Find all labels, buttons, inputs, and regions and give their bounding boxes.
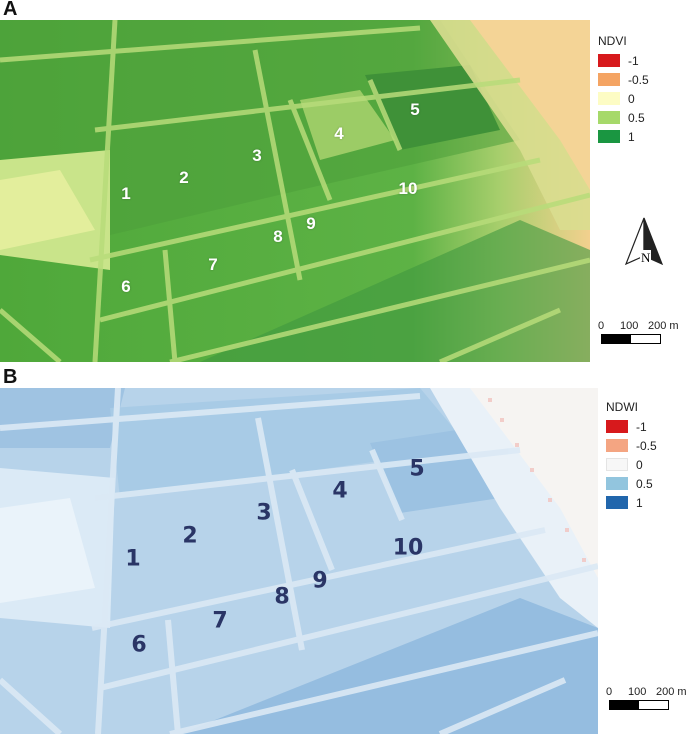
legend-row: 1 — [598, 127, 649, 146]
field-label-4: 4 — [332, 478, 348, 504]
north-label: N — [640, 250, 652, 266]
field-label-5: 5 — [410, 100, 420, 119]
ndvi-map: 1 2 3 4 5 6 7 8 9 10 — [0, 20, 590, 362]
scale-label-200: 200 m — [648, 320, 679, 332]
legend-row: -1 — [606, 417, 657, 436]
field-label-9: 9 — [306, 214, 316, 233]
scale-bar-graphic — [601, 334, 661, 344]
legend-swatch — [598, 111, 620, 124]
field-label-6: 6 — [131, 632, 147, 658]
legend-row: 0 — [606, 455, 657, 474]
ndwi-map: 1 2 3 4 5 6 7 8 9 10 — [0, 388, 598, 734]
field-label-2: 2 — [182, 523, 198, 549]
legend-swatch — [606, 477, 628, 490]
scale-bar-b: 0 100 200 m — [606, 686, 692, 710]
legend-swatch — [606, 458, 628, 471]
field-label-4: 4 — [334, 124, 344, 143]
field-label-10: 10 — [392, 535, 424, 561]
field-label-7: 7 — [212, 608, 228, 634]
legend-row: 0 — [598, 89, 649, 108]
legend-row: -1 — [598, 51, 649, 70]
north-arrow-icon: N — [618, 216, 670, 277]
scale-label-200: 200 m — [656, 686, 687, 698]
field-label-1: 1 — [125, 546, 141, 572]
legend-value: 0.5 — [628, 110, 645, 125]
legend-row: 1 — [606, 493, 657, 512]
legend-swatch — [598, 130, 620, 143]
legend-value: -0.5 — [636, 438, 657, 453]
field-label-5: 5 — [409, 456, 425, 482]
field-label-6: 6 — [121, 277, 131, 296]
legend-value: -1 — [636, 419, 647, 434]
field-label-1: 1 — [121, 184, 131, 203]
scale-label-0: 0 — [598, 320, 605, 332]
panel-a-letter: A — [3, 0, 18, 20]
legend-swatch — [606, 439, 628, 452]
field-label-3: 3 — [252, 146, 262, 165]
legend-row: -0.5 — [606, 436, 657, 455]
legend-value: 1 — [636, 495, 643, 510]
scale-bar-graphic — [609, 700, 669, 710]
legend-swatch — [606, 496, 628, 509]
legend-swatch — [598, 92, 620, 105]
scale-label-100: 100 — [628, 686, 647, 698]
field-label-3: 3 — [256, 500, 272, 526]
ndwi-map-image — [0, 388, 598, 734]
legend-row: -0.5 — [598, 70, 649, 89]
field-label-8: 8 — [274, 584, 290, 610]
field-label-7: 7 — [208, 255, 218, 274]
ndvi-legend: NDVI -1 -0.5 0 0.5 1 — [598, 34, 649, 146]
legend-title: NDVI — [598, 34, 627, 48]
scale-label-0: 0 — [606, 686, 613, 698]
legend-title: NDWI — [606, 400, 638, 414]
legend-value: -1 — [628, 53, 639, 68]
legend-row: 0.5 — [598, 108, 649, 127]
legend-row: 0.5 — [606, 474, 657, 493]
panel-b-letter: B — [3, 366, 18, 388]
scale-labels: 0 100 200 m — [606, 686, 692, 700]
legend-value: 0.5 — [636, 476, 653, 491]
field-label-9: 9 — [312, 568, 328, 594]
field-label-8: 8 — [273, 227, 283, 246]
legend-swatch — [598, 54, 620, 67]
scale-labels: 0 100 200 m — [598, 320, 688, 334]
legend-value: 0 — [636, 457, 643, 472]
legend-swatch — [598, 73, 620, 86]
scale-label-100: 100 — [620, 320, 639, 332]
field-label-10: 10 — [398, 179, 418, 198]
legend-swatch — [606, 420, 628, 433]
ndwi-legend: NDWI -1 -0.5 0 0.5 1 — [606, 400, 657, 512]
legend-value: 1 — [628, 129, 635, 144]
field-label-2: 2 — [179, 168, 189, 187]
scale-bar-a: 0 100 200 m — [598, 320, 688, 344]
legend-value: -0.5 — [628, 72, 649, 87]
legend-value: 0 — [628, 91, 635, 106]
ndvi-map-image — [0, 20, 590, 362]
